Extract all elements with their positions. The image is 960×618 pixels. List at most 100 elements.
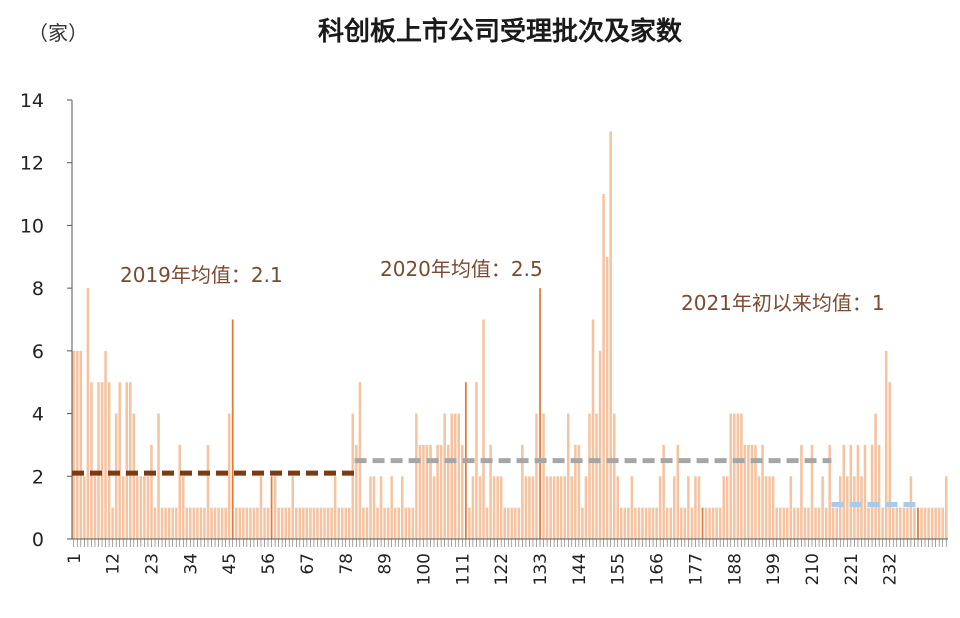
bar — [528, 476, 531, 539]
bar — [531, 476, 535, 539]
bar — [291, 476, 295, 539]
bar — [167, 507, 171, 539]
bar — [588, 413, 591, 539]
bar — [539, 288, 541, 539]
bar — [418, 444, 422, 539]
bar — [217, 507, 220, 539]
bar — [884, 350, 888, 539]
bar — [761, 444, 764, 539]
bar — [821, 476, 824, 539]
bar — [164, 507, 167, 539]
bar — [249, 507, 252, 539]
bar — [917, 507, 919, 539]
x-tick-label: 144 — [570, 553, 590, 585]
bar — [365, 507, 369, 539]
bar — [79, 350, 83, 539]
bar — [658, 476, 662, 539]
bar — [690, 507, 694, 539]
annotation-2020-avg: 2020年均值：2.5 — [380, 257, 543, 281]
x-tick-label: 56 — [259, 553, 279, 575]
bar — [333, 476, 337, 539]
bar — [206, 444, 210, 539]
bar — [517, 507, 521, 539]
bar — [287, 507, 291, 539]
bar — [567, 413, 570, 539]
bar — [485, 507, 489, 539]
bar — [312, 507, 316, 539]
bar — [687, 476, 690, 539]
x-tick-label: 199 — [764, 553, 784, 585]
bar — [326, 507, 330, 539]
bar — [429, 444, 432, 539]
bar — [337, 507, 340, 539]
bar — [415, 413, 418, 539]
bar — [340, 507, 344, 539]
bar — [778, 507, 782, 539]
bar — [641, 507, 644, 539]
bar — [831, 507, 835, 539]
bar — [280, 507, 284, 539]
bar — [393, 507, 397, 539]
bar — [104, 350, 107, 539]
bar — [386, 507, 390, 539]
bar — [344, 507, 348, 539]
bar — [189, 507, 192, 539]
bar — [828, 444, 831, 539]
bar — [213, 507, 217, 539]
x-tick-label: 89 — [376, 553, 396, 575]
bar — [174, 507, 178, 539]
x-tick-label: 221 — [842, 553, 862, 585]
bar — [203, 507, 206, 539]
bar — [319, 507, 323, 539]
bar — [729, 413, 733, 539]
x-tick-label: 34 — [181, 553, 201, 575]
chart-title: 科创板上市公司受理批次及家数 — [318, 16, 683, 47]
bar — [181, 476, 185, 539]
bar — [457, 413, 461, 539]
bar — [408, 507, 411, 539]
bar — [348, 507, 351, 539]
bar — [489, 444, 492, 539]
bar — [817, 507, 821, 539]
bar — [97, 382, 100, 539]
bar — [715, 507, 718, 539]
bar — [139, 476, 143, 539]
bar — [623, 507, 627, 539]
bar — [718, 507, 722, 539]
bar — [90, 382, 93, 539]
bar — [362, 507, 365, 539]
bar — [552, 476, 556, 539]
bar — [171, 507, 174, 539]
bar — [227, 413, 231, 539]
bar — [796, 507, 800, 539]
bar — [432, 476, 436, 539]
y-tick-label: 4 — [32, 404, 44, 426]
bar — [740, 413, 743, 539]
bar — [835, 507, 838, 539]
average-lines — [72, 458, 920, 508]
x-tick-label: 67 — [298, 553, 318, 575]
bar — [930, 507, 934, 539]
bar — [662, 444, 665, 539]
bar — [906, 507, 909, 539]
x-tick-label: 1 — [65, 553, 85, 564]
bar — [263, 507, 266, 539]
bar — [750, 444, 754, 539]
y-tick-label: 8 — [32, 278, 44, 300]
bar — [330, 507, 333, 539]
bar — [316, 507, 319, 539]
bar — [379, 476, 383, 539]
bar — [556, 476, 559, 539]
bar — [616, 476, 619, 539]
bar — [503, 507, 506, 539]
bar — [612, 413, 616, 539]
x-tick-label: 166 — [648, 553, 668, 585]
unit-label: （家） — [28, 21, 88, 45]
bar — [842, 444, 846, 539]
bar — [323, 507, 326, 539]
bar — [231, 319, 234, 539]
bar — [743, 444, 747, 539]
bar — [559, 476, 563, 539]
bar — [574, 444, 577, 539]
